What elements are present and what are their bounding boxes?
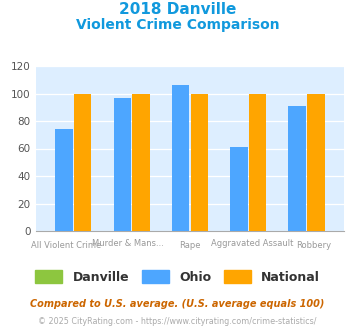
Bar	[288, 106, 306, 231]
Bar	[249, 93, 266, 231]
Text: Robbery: Robbery	[296, 241, 331, 250]
Text: Aggravated Assault: Aggravated Assault	[211, 239, 293, 248]
Bar	[230, 147, 248, 231]
Text: 2018 Danville: 2018 Danville	[119, 2, 236, 16]
Bar	[114, 98, 131, 231]
Text: Murder & Mans...: Murder & Mans...	[92, 239, 164, 248]
Bar	[307, 93, 324, 231]
Text: All Violent Crime: All Violent Crime	[31, 241, 102, 250]
Bar	[172, 85, 189, 231]
Text: Violent Crime Comparison: Violent Crime Comparison	[76, 18, 279, 32]
Bar	[55, 129, 73, 231]
Bar	[191, 93, 208, 231]
Bar	[74, 93, 92, 231]
Bar	[132, 93, 150, 231]
Legend: Danville, Ohio, National: Danville, Ohio, National	[30, 265, 325, 289]
Text: Rape: Rape	[179, 241, 201, 250]
Text: © 2025 CityRating.com - https://www.cityrating.com/crime-statistics/: © 2025 CityRating.com - https://www.city…	[38, 317, 317, 326]
Text: Compared to U.S. average. (U.S. average equals 100): Compared to U.S. average. (U.S. average …	[30, 299, 325, 309]
